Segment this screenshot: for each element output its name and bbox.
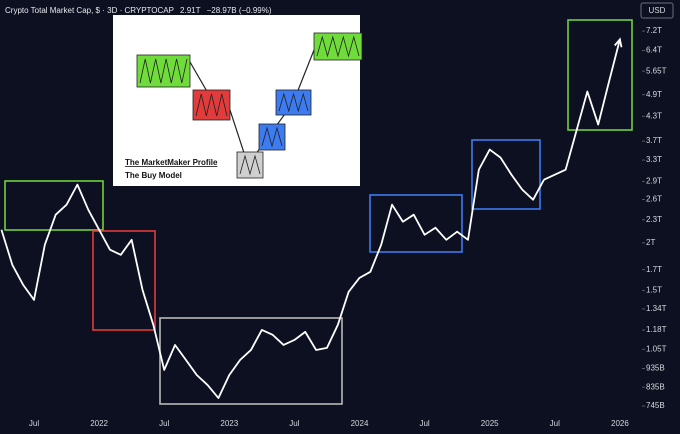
inset-subtitle: The Buy Model [125,171,182,180]
y-tick-label: 2.9T [646,177,662,186]
price-line [543,39,621,181]
y-tick-label: 835B [646,382,665,391]
y-tick-label: 3.3T [646,155,662,164]
y-tick-label: 5.65T [646,66,667,75]
arrow-head [614,37,623,48]
x-tick-label: Jul [29,419,39,428]
x-tick-label: 2026 [611,419,629,428]
y-tick-label: 1.18T [646,325,667,334]
header: Crypto Total Market Cap, $ · 3D · CRYPTO… [5,6,272,15]
y-tick-label: 6.4T [646,46,662,55]
x-tick-label: Jul [289,419,299,428]
x-tick-label: Jul [159,419,169,428]
inset-title: The MarketMaker Profile [125,158,218,167]
x-tick-label: Jul [419,419,429,428]
y-tick-label: 745B [646,401,665,410]
y-tick-label: 4.9T [646,90,662,99]
x-tick-label: 2024 [351,419,369,428]
x-tick-label: 2023 [220,419,238,428]
x-tick-label: 2025 [481,419,499,428]
y-tick-label: 7.2T [646,26,662,35]
inset-zigzag [195,93,228,117]
price-line [0,148,545,399]
accumulation-box [4,180,104,231]
y-tick-label: 1.34T [646,304,667,313]
y-tick-label: 1.5T [646,285,662,294]
y-tick-label: 1.05T [646,344,667,353]
y-tick-label: 2T [646,238,655,247]
bottom-box [159,317,343,405]
inset-zigzag [261,126,283,148]
chart-title: Crypto Total Market Cap, $ · 3D · CRYPTO… [5,6,174,15]
last-price: 2.91T [180,6,201,15]
y-tick-label: 2.6T [646,195,662,204]
y-tick-label: 2.3T [646,215,662,224]
distribution-box [567,19,633,131]
reaccumulation-box [369,194,463,253]
inset-zigzag [139,58,188,84]
y-tick-label: 4.3T [646,111,662,120]
inset-zigzag [278,92,309,113]
y-tick-label: 1.7T [646,265,662,274]
x-tick-label: Jul [550,419,560,428]
inset-box [258,123,286,151]
currency[interactable]: USD [649,6,666,15]
y-tick-label: 935B [646,364,665,373]
inset-zigzag [239,154,261,176]
inset: The MarketMaker Profile The Buy Model [113,15,363,186]
reaccumulation-box [471,139,541,210]
x-tick-label: 2022 [90,419,108,428]
inset-zigzag [316,35,360,58]
range-boxes [4,19,633,405]
price-change: −28.97B (−0.99%) [207,6,272,15]
currency-box[interactable] [640,2,674,19]
y-tick-label: 3.7T [646,136,662,145]
manipulation-box [92,230,156,331]
